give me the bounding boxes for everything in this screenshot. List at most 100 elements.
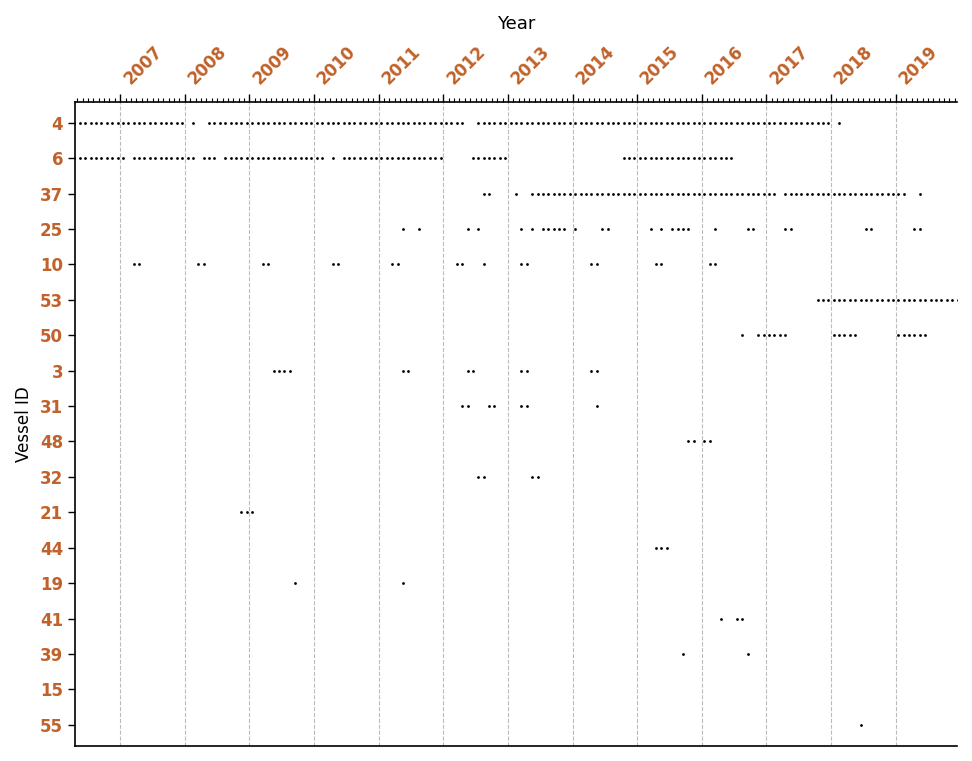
Point bbox=[336, 116, 352, 129]
Point bbox=[606, 187, 621, 199]
Point bbox=[244, 152, 260, 164]
Point bbox=[104, 152, 120, 164]
Point bbox=[756, 330, 772, 342]
Point bbox=[697, 187, 712, 199]
Point bbox=[163, 152, 179, 164]
Point bbox=[363, 116, 378, 129]
Point bbox=[352, 152, 367, 164]
Point bbox=[320, 116, 335, 129]
Point bbox=[266, 365, 282, 377]
Point bbox=[756, 187, 772, 199]
Point bbox=[912, 187, 927, 199]
Point bbox=[336, 152, 352, 164]
Point bbox=[347, 116, 363, 129]
Point bbox=[712, 613, 728, 625]
Point bbox=[61, 116, 77, 129]
Point bbox=[697, 435, 712, 447]
Point bbox=[772, 116, 787, 129]
Point bbox=[536, 116, 551, 129]
Point bbox=[659, 542, 675, 554]
Point bbox=[778, 187, 793, 199]
Point bbox=[912, 330, 927, 342]
Point bbox=[476, 116, 492, 129]
Point bbox=[676, 187, 691, 199]
Point bbox=[922, 294, 938, 306]
Point bbox=[288, 577, 303, 589]
Point bbox=[680, 187, 696, 199]
Point bbox=[648, 187, 664, 199]
Point bbox=[831, 294, 847, 306]
Point bbox=[653, 223, 669, 235]
Point bbox=[621, 152, 637, 164]
Point bbox=[901, 294, 917, 306]
Point bbox=[466, 152, 481, 164]
Point bbox=[326, 258, 341, 270]
Point bbox=[126, 116, 142, 129]
Point bbox=[476, 187, 492, 199]
Point bbox=[589, 400, 605, 412]
Point bbox=[481, 187, 497, 199]
Point bbox=[600, 116, 615, 129]
Point bbox=[428, 152, 443, 164]
Point bbox=[686, 116, 702, 129]
Point bbox=[729, 613, 745, 625]
Point bbox=[476, 471, 492, 483]
Point bbox=[583, 365, 599, 377]
Point bbox=[583, 258, 599, 270]
Point bbox=[735, 116, 750, 129]
Point bbox=[185, 116, 200, 129]
Point bbox=[670, 152, 685, 164]
Point bbox=[277, 365, 293, 377]
Point bbox=[466, 365, 481, 377]
Point bbox=[326, 152, 341, 164]
Point bbox=[653, 258, 669, 270]
Point bbox=[686, 187, 702, 199]
Point bbox=[519, 365, 535, 377]
Point bbox=[180, 152, 195, 164]
Point bbox=[433, 116, 448, 129]
Point bbox=[400, 365, 416, 377]
Point bbox=[207, 152, 223, 164]
Point bbox=[470, 471, 486, 483]
Point bbox=[174, 152, 190, 164]
Point bbox=[411, 223, 427, 235]
Point bbox=[314, 116, 330, 129]
Point bbox=[665, 116, 680, 129]
Point bbox=[945, 294, 960, 306]
Point bbox=[778, 330, 793, 342]
Point bbox=[137, 152, 153, 164]
Point bbox=[67, 152, 83, 164]
Point bbox=[196, 258, 212, 270]
Point bbox=[670, 223, 685, 235]
Point bbox=[831, 187, 847, 199]
Point bbox=[390, 116, 405, 129]
Point bbox=[260, 116, 276, 129]
Point bbox=[896, 330, 912, 342]
Point bbox=[56, 683, 72, 696]
Point bbox=[793, 116, 809, 129]
Point bbox=[750, 330, 766, 342]
Point bbox=[244, 506, 260, 518]
Point bbox=[670, 187, 685, 199]
Point bbox=[524, 187, 539, 199]
Point bbox=[676, 223, 691, 235]
Point bbox=[223, 152, 238, 164]
Point bbox=[950, 294, 965, 306]
Point bbox=[487, 116, 503, 129]
Point bbox=[131, 258, 147, 270]
Point bbox=[524, 223, 539, 235]
Point bbox=[723, 116, 739, 129]
Point bbox=[438, 116, 454, 129]
Point bbox=[207, 116, 223, 129]
Point bbox=[863, 294, 879, 306]
Point bbox=[126, 258, 142, 270]
Point bbox=[400, 116, 416, 129]
Point bbox=[885, 294, 901, 306]
Point bbox=[51, 258, 66, 270]
Point bbox=[56, 258, 72, 270]
Point bbox=[648, 258, 664, 270]
Point bbox=[642, 187, 658, 199]
Point bbox=[88, 152, 104, 164]
Point bbox=[729, 187, 745, 199]
Point bbox=[244, 116, 260, 129]
